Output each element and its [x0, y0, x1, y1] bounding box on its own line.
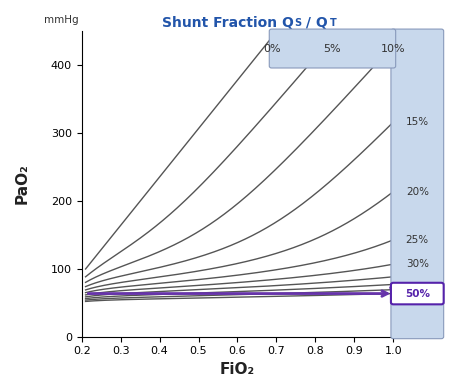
- Y-axis label: PaO₂: PaO₂: [15, 163, 30, 204]
- Text: 50%: 50%: [405, 289, 430, 299]
- Text: 10%: 10%: [381, 44, 406, 54]
- Text: 5%: 5%: [323, 44, 341, 54]
- Text: 15%: 15%: [406, 117, 429, 127]
- Text: 25%: 25%: [406, 235, 429, 245]
- Text: T: T: [329, 18, 336, 28]
- Text: 0%: 0%: [263, 44, 281, 54]
- Text: Shunt Fraction Q: Shunt Fraction Q: [162, 16, 294, 30]
- Text: / Q: / Q: [301, 16, 328, 30]
- Text: 30%: 30%: [406, 259, 429, 269]
- Text: mmHg: mmHg: [44, 15, 79, 25]
- Text: S: S: [294, 18, 301, 28]
- Text: 20%: 20%: [406, 187, 429, 197]
- X-axis label: FiO₂: FiO₂: [220, 362, 255, 377]
